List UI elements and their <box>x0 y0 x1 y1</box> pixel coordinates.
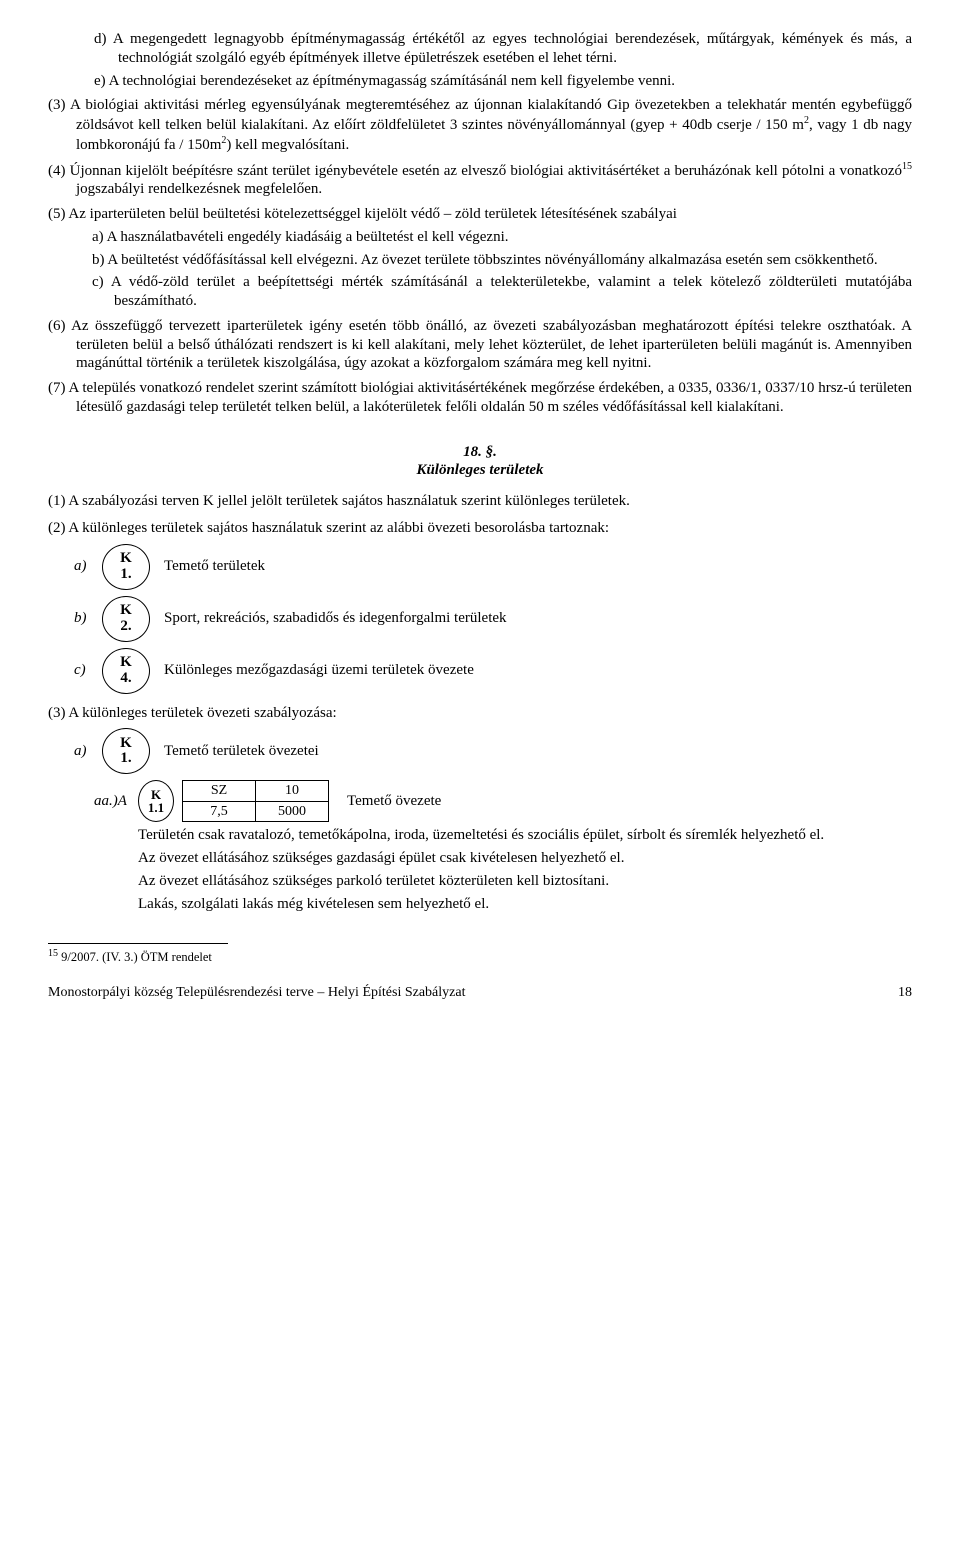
s2-para-2: (2) A különleges területek sajátos haszn… <box>48 519 912 538</box>
t: jogszabályi rendelkezésnek megfelelően. <box>76 181 322 197</box>
section-number: 18. §. <box>48 443 912 462</box>
footer: Monostorpályi község Településrendezési … <box>48 984 912 1002</box>
bubble-top: K <box>120 655 132 671</box>
bubble-top: K <box>120 603 132 619</box>
bubble-bot: 1. <box>120 567 131 583</box>
bubble-top: K <box>120 551 132 567</box>
zone-label: b) <box>74 609 102 628</box>
footnote-sup: 15 <box>48 948 58 959</box>
zone-label: a) <box>74 557 102 576</box>
zone-bubble: K2. <box>102 596 150 642</box>
para-5a: a) A használatbavételi engedély kiadásái… <box>48 228 912 247</box>
zone-row: b)K2.Sport, rekreációs, szabadidős és id… <box>74 596 912 642</box>
aa-block-2: Az övezet ellátásához szükséges gazdaság… <box>138 849 912 868</box>
s2-para-3: (3) A különleges területek övezeti szabá… <box>48 704 912 723</box>
zone-bubble: K1. <box>102 544 150 590</box>
t: (3) A biológiai aktivitási mérleg egyens… <box>48 97 912 133</box>
bubble-bot: 1.1 <box>148 801 164 815</box>
section-title: Különleges területek <box>48 461 912 480</box>
cell: SZ <box>183 781 256 802</box>
zone-desc: Sport, rekreációs, szabadidős és idegenf… <box>164 609 912 628</box>
footer-left: Monostorpályi község Településrendezési … <box>48 984 465 1002</box>
bubble-top: K <box>151 788 161 802</box>
para-7: (7) A település vonatkozó rendelet szeri… <box>48 379 912 417</box>
para-d: d) A megengedett legnagyobb építménymaga… <box>48 30 912 68</box>
aa-desc: Temető övezete <box>347 792 441 811</box>
para-5b: b) A beültetést védőfásítással kell elvé… <box>48 251 912 270</box>
footnote-rule <box>48 943 228 944</box>
bubble-bot: 4. <box>120 671 131 687</box>
cell: 10 <box>256 781 329 802</box>
zone-bubble: K 1. <box>102 728 150 774</box>
aa-bubble: K 1.1 <box>138 780 174 822</box>
t: ) kell megvalósítani. <box>226 137 349 153</box>
cell: 5000 <box>256 801 329 822</box>
zone-desc: Temető területek <box>164 557 912 576</box>
para-5c: c) A védő-zöld terület a beépítettségi m… <box>48 273 912 311</box>
section-heading: 18. §. Különleges területek <box>48 443 912 481</box>
aa-row: aa.)A K 1.1 SZ 10 7,5 5000 Temető övezet… <box>94 780 912 822</box>
zone-label: c) <box>74 661 102 680</box>
zone-bubble: K4. <box>102 648 150 694</box>
t: (4) Újonnan kijelölt beépítésre szánt te… <box>48 163 902 179</box>
para-5: (5) Az iparterületen belül beültetési kö… <box>48 205 912 224</box>
bubble-top: K <box>120 736 132 752</box>
zone-label: a) <box>74 742 102 761</box>
zone-row: c)K4.Különleges mezőgazdasági üzemi terü… <box>74 648 912 694</box>
footer-right: 18 <box>898 984 912 1002</box>
sup-15: 15 <box>902 161 912 172</box>
zone-desc: Temető területek övezetei <box>164 742 912 761</box>
bubble-bot: 1. <box>120 751 131 767</box>
params-table: SZ 10 7,5 5000 <box>182 780 329 822</box>
footnote: 15 9/2007. (IV. 3.) ÖTM rendelet <box>48 948 912 966</box>
s2-para-1: (1) A szabályozási terven K jellel jelöl… <box>48 492 912 511</box>
aa-label: aa.)A <box>94 792 138 811</box>
para-3: (3) A biológiai aktivitási mérleg egyens… <box>48 96 912 154</box>
para-e: e) A technológiai berendezéseket az épít… <box>48 72 912 91</box>
footnote-text: 9/2007. (IV. 3.) ÖTM rendelet <box>61 950 212 964</box>
aa-block-3: Az övezet ellátásához szükséges parkoló … <box>138 872 912 891</box>
zone-desc: Különleges mezőgazdasági üzemi területek… <box>164 661 912 680</box>
bubble-bot: 2. <box>120 619 131 635</box>
aa-block-4: Lakás, szolgálati lakás még kivételesen … <box>138 895 912 914</box>
aa-block-1: Területén csak ravatalozó, temetőkápolna… <box>138 826 912 845</box>
cell: 7,5 <box>183 801 256 822</box>
zone-row-a-again: a) K 1. Temető területek övezetei <box>74 728 912 774</box>
para-6: (6) Az összefüggő tervezett iparterülete… <box>48 317 912 373</box>
para-4: (4) Újonnan kijelölt beépítésre szánt te… <box>48 161 912 200</box>
zone-row: a)K1.Temető területek <box>74 544 912 590</box>
